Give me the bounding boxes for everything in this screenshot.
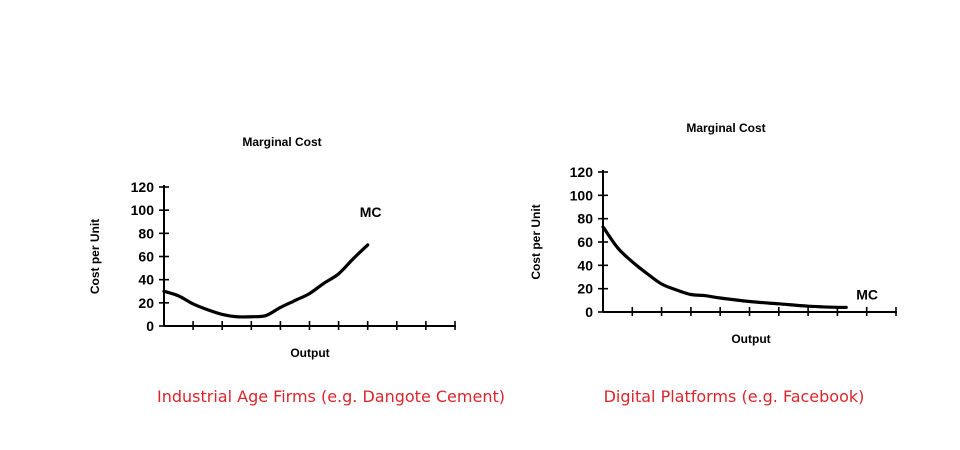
x-axis-label: Output	[731, 332, 770, 346]
y-tick-label: 120	[131, 179, 155, 195]
mc-data-point	[221, 313, 224, 316]
mc-series-label: MC	[856, 286, 878, 302]
chart-caption: Industrial Age Firms (e.g. Dangote Cemen…	[157, 387, 505, 406]
y-tick-label: 60	[577, 234, 593, 250]
y-tick-label: 0	[146, 318, 154, 334]
y-tick-label: 120	[570, 164, 594, 180]
y-tick-label: 20	[577, 281, 593, 297]
mc-curve-line	[162, 243, 370, 319]
mc-data-point	[308, 292, 311, 295]
chart-title: Marginal Cost	[686, 121, 765, 135]
mc-series-label: MC	[360, 204, 382, 220]
y-tick-label: 80	[138, 225, 154, 241]
mc-data-point	[162, 290, 166, 293]
mc-data-point	[616, 246, 619, 250]
x-axis-label: Output	[290, 346, 329, 360]
y-axis-label: Cost per Unit	[88, 219, 102, 294]
mc-data-point	[719, 296, 722, 300]
mc-data-point	[601, 225, 605, 229]
chart-caption: Digital Platforms (e.g. Facebook)	[604, 387, 865, 406]
mc-data-point	[293, 299, 297, 302]
mc-data-point	[836, 306, 839, 309]
mc-data-point	[777, 302, 780, 306]
y-tick-label: 40	[138, 272, 154, 288]
mc-data-point	[748, 300, 751, 303]
mc-data-point	[177, 294, 180, 298]
y-tick-label: 0	[585, 304, 593, 320]
mc-data-point	[806, 304, 810, 308]
chart-right: Marginal Cost 0 20 40 60 80 100 120 Cost per Uni…	[529, 121, 897, 406]
mc-data-point	[250, 315, 253, 318]
mc-data-point	[191, 302, 195, 306]
mc-curve-line	[601, 225, 848, 310]
y-tick-label: 100	[570, 187, 594, 203]
mc-data-point	[631, 260, 634, 264]
mc-data-point	[264, 314, 268, 317]
mc-data-point	[279, 306, 282, 309]
mc-data-point	[660, 282, 663, 286]
y-axis-label: Cost per Unit	[529, 204, 543, 279]
mc-data-point	[645, 272, 649, 275]
y-tick-label: 100	[131, 202, 155, 218]
mc-data-point	[689, 293, 693, 296]
y-tick-label: 60	[138, 249, 154, 265]
mc-data-point	[235, 315, 238, 318]
mc-data-point	[337, 272, 340, 276]
mc-data-point	[704, 294, 707, 297]
mc-data-point	[366, 243, 369, 247]
y-tick-label: 20	[138, 295, 154, 311]
chart-title: Marginal Cost	[242, 135, 321, 149]
mc-data-point	[844, 306, 848, 309]
mc-data-point	[322, 281, 326, 285]
y-tick-label: 80	[577, 211, 593, 227]
mc-data-point	[675, 288, 678, 292]
mc-data-point	[351, 257, 355, 261]
chart-left: Marginal Cost 0 20 40 60 80 100 120 Cost per Uni…	[88, 135, 505, 406]
y-tick-label: 40	[577, 257, 593, 273]
mc-data-point	[206, 308, 209, 311]
